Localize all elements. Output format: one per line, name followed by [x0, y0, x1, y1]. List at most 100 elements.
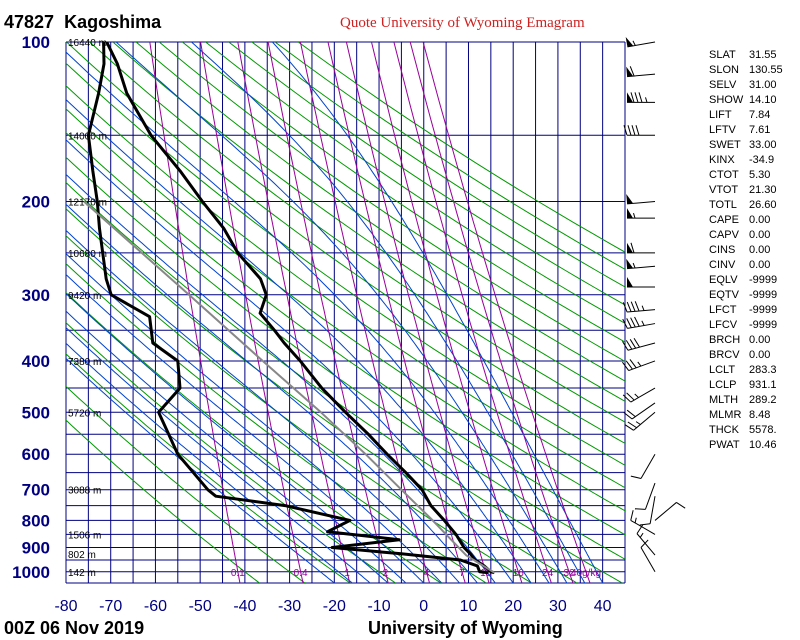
moist-adiabat — [66, 326, 371, 583]
wind-barb-full — [631, 125, 636, 136]
wind-barb-half — [632, 262, 636, 269]
wind-barb-full — [622, 394, 632, 403]
wind-barb-pennant — [627, 242, 633, 253]
wind-barb-full — [630, 510, 634, 521]
dry-adiabat — [66, 62, 625, 466]
height-label: 1506 m — [68, 530, 101, 541]
wind-barb — [622, 316, 656, 329]
wind-barb-half — [632, 40, 636, 46]
index-row: MLTH 289.2 — [709, 393, 799, 408]
y-tick-label: 800 — [22, 511, 50, 530]
x-tick-label: -40 — [233, 598, 256, 615]
height-label: 9420 m — [68, 291, 101, 302]
wind-barb-full — [629, 359, 637, 369]
index-key: MLMR — [709, 409, 742, 421]
wind-barb — [627, 92, 655, 103]
wind-barb-staff — [640, 547, 656, 573]
dry-adiabat — [112, 42, 625, 402]
moist-adiabat — [66, 310, 389, 583]
index-key: SELV — [709, 79, 737, 91]
wind-barb-staff — [628, 360, 656, 372]
dry-adiabat — [66, 385, 306, 583]
observation-time: 00Z 06 Nov 2019 — [4, 618, 145, 638]
wind-barb-full — [626, 392, 635, 401]
mixing-ratio-label: 0.4 — [294, 568, 308, 579]
index-key: SHOW — [709, 94, 744, 106]
mixing-ratio-label: 32 — [564, 568, 576, 579]
mixing-ratio-line — [299, 42, 430, 583]
index-value: -34.9 — [749, 154, 775, 166]
wind-barb — [623, 125, 655, 136]
wind-barb-full — [638, 92, 643, 103]
x-tick-label: 10 — [460, 598, 478, 615]
wind-barb-staff — [627, 200, 656, 205]
wind-barb — [627, 208, 655, 219]
wind-barb-full — [640, 539, 649, 548]
y-tick-label: 600 — [22, 445, 50, 464]
index-key: TOTL — [709, 199, 737, 211]
index-row: EQTV -9999 — [709, 288, 799, 303]
wind-barb — [626, 193, 656, 205]
index-value: 0.00 — [749, 214, 771, 226]
height-label: 12170 m — [68, 197, 107, 208]
adiabat-lines — [66, 42, 625, 583]
index-value: 14.10 — [749, 94, 777, 106]
wind-barb-staff — [640, 453, 656, 479]
index-value: -9999 — [749, 289, 778, 301]
index-row: SLON 130.55 — [709, 63, 799, 78]
dry-adiabat — [66, 353, 351, 583]
mixing-ratio-line — [149, 42, 241, 583]
index-value: 31.00 — [749, 79, 777, 91]
mixing-ratio-label: 0.1 — [231, 568, 245, 579]
height-label: 16440 m — [68, 38, 107, 49]
organization-label: University of Wyoming — [368, 618, 563, 638]
dry-adiabat — [66, 42, 625, 444]
dry-adiabat — [66, 132, 625, 536]
x-tick-label: 40 — [594, 598, 612, 615]
mixing-ratio-line — [327, 42, 466, 583]
index-key: CTOT — [709, 169, 739, 181]
height-label: 3088 m — [68, 486, 101, 497]
y-tick-label: 100 — [22, 33, 50, 52]
dry-adiabat — [182, 42, 625, 343]
moist-adiabat — [66, 98, 532, 583]
wind-barb-full — [639, 523, 651, 526]
wind-barb-full — [634, 92, 639, 103]
dry-adiabat — [66, 262, 487, 583]
wind-barb — [624, 411, 656, 431]
wind-barb-staff — [636, 533, 656, 556]
wind-barb-full — [626, 301, 632, 312]
wind-barb-full — [629, 66, 635, 77]
index-value: 7.61 — [749, 124, 771, 136]
index-value: 130.55 — [749, 64, 783, 76]
index-row: LCLT 283.3 — [709, 363, 799, 378]
index-row: MLMR 8.48 — [709, 408, 799, 423]
wind-barb-full — [676, 502, 686, 509]
wind-barb-pennant — [626, 258, 634, 269]
index-value: 5578. — [749, 424, 777, 436]
index-value: 5.30 — [749, 169, 771, 181]
wind-barb — [623, 402, 656, 420]
wind-barb — [654, 502, 686, 521]
index-value: 33.00 — [749, 139, 777, 151]
wind-barb-half — [633, 212, 636, 219]
wind-barbs — [622, 37, 686, 573]
wind-barb-full — [629, 339, 637, 349]
mixing-ratio-line — [409, 42, 574, 583]
wind-barb — [622, 338, 656, 351]
x-tick-label: 0 — [419, 598, 428, 615]
x-tick-label: -70 — [99, 598, 122, 615]
wind-barb-pennant — [626, 66, 634, 77]
index-row: TOTL 26.60 — [709, 198, 799, 213]
index-value: 0.00 — [749, 334, 771, 346]
index-key: LIFT — [709, 109, 732, 121]
mixing-ratio-line — [200, 42, 304, 583]
wind-barb-full — [633, 338, 640, 348]
wind-barb — [630, 510, 656, 535]
wind-barb-staff — [627, 73, 656, 78]
moist-adiabat — [66, 252, 442, 583]
wind-barb-full — [630, 475, 642, 479]
wind-barb-staff — [644, 482, 656, 510]
index-key: EQLV — [709, 274, 738, 286]
wind-barb-staff — [649, 496, 656, 524]
